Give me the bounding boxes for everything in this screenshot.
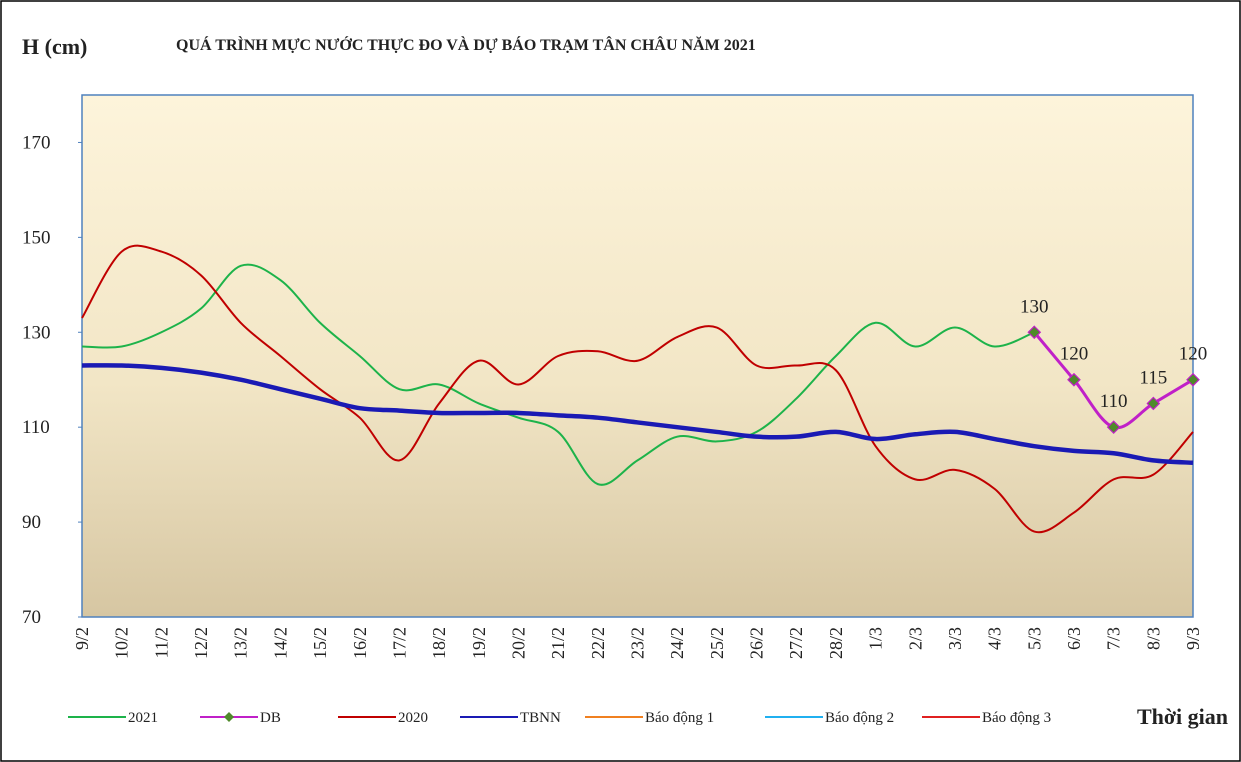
x-tick-label: 13/2 (231, 627, 251, 659)
x-tick-label: 28/2 (826, 627, 846, 659)
plot-area (81, 94, 1194, 618)
x-tick-label: 6/3 (1064, 627, 1084, 650)
legend-marker (224, 712, 234, 722)
x-tick-label: 12/2 (191, 627, 211, 659)
x-tick-label: 9/3 (1183, 627, 1203, 650)
x-tick-label: 27/2 (786, 627, 806, 659)
x-tick-label: 17/2 (389, 627, 409, 659)
y-tick-label: 150 (22, 227, 51, 248)
y-tick-label: 170 (22, 132, 51, 153)
marker (1106, 420, 1121, 435)
legend-label: 2020 (398, 710, 428, 726)
x-tick-label: 23/2 (628, 627, 648, 659)
legend-label: DB (260, 710, 281, 726)
legend-label: Báo động 2 (825, 710, 894, 726)
x-tick-label: 3/3 (945, 627, 965, 650)
legend-label: Báo động 1 (645, 710, 714, 726)
series-line (81, 244, 1194, 534)
x-tick-label: 15/2 (310, 627, 330, 659)
x-tick-label: 11/2 (151, 627, 171, 658)
y-tick-label: 70 (22, 607, 41, 628)
x-tick-label: 19/2 (469, 627, 489, 659)
marker (1027, 325, 1042, 340)
data-label: 120 (1060, 344, 1089, 365)
legend-label: TBNN (520, 710, 561, 726)
x-tick-label: 8/3 (1143, 627, 1163, 650)
y-tick-label: 90 (22, 512, 41, 533)
x-tick-label: 26/2 (747, 627, 767, 659)
y-tick-label: 110 (22, 417, 50, 438)
x-tick-label: 7/3 (1104, 627, 1124, 650)
x-tick-label: 25/2 (707, 627, 727, 659)
x-tick-label: 20/2 (508, 627, 528, 659)
legend-label: Báo động 3 (982, 710, 1051, 726)
x-tick-label: 14/2 (270, 627, 290, 659)
x-tick-label: 22/2 (588, 627, 608, 659)
marker (1067, 372, 1081, 387)
marker (1146, 396, 1161, 411)
data-label: 115 (1139, 367, 1167, 388)
x-tick-label: 9/2 (72, 627, 92, 650)
x-tick-label: 16/2 (350, 627, 370, 659)
data-label: 130 (1020, 296, 1049, 317)
chart-title: QUÁ TRÌNH MỰC NƯỚC THỰC ĐO VÀ DỰ BÁO TRẠ… (176, 35, 756, 54)
y-tick-label: 130 (22, 322, 51, 343)
x-tick-label: 1/3 (866, 627, 886, 650)
x-tick-label: 24/2 (667, 627, 687, 659)
series-line (81, 263, 1035, 486)
x-axis-label: Thời gian (1137, 704, 1228, 729)
x-tick-label: 4/3 (985, 627, 1005, 650)
series-line (81, 363, 1194, 466)
x-tick-label: 2/3 (905, 627, 925, 650)
y-axis-label: H (cm) (22, 34, 87, 59)
data-label: 120 (1179, 344, 1208, 365)
x-tick-label: 10/2 (112, 627, 132, 659)
x-tick-label: 5/3 (1024, 627, 1044, 650)
x-tick-label: 18/2 (429, 627, 449, 659)
marker (1186, 372, 1200, 387)
x-tick-label: 21/2 (548, 627, 568, 659)
data-label: 110 (1100, 391, 1128, 412)
legend-label: 2021 (128, 710, 158, 726)
